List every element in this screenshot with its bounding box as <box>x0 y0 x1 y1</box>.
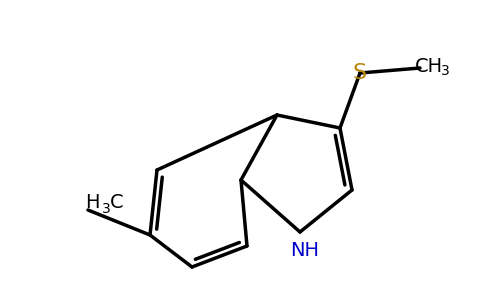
Text: 3: 3 <box>102 202 111 216</box>
Text: S: S <box>353 63 367 83</box>
Text: 3: 3 <box>441 64 450 78</box>
Text: CH: CH <box>415 56 443 76</box>
Text: C: C <box>110 193 123 211</box>
Text: H: H <box>86 193 100 211</box>
Text: NH: NH <box>290 241 319 260</box>
